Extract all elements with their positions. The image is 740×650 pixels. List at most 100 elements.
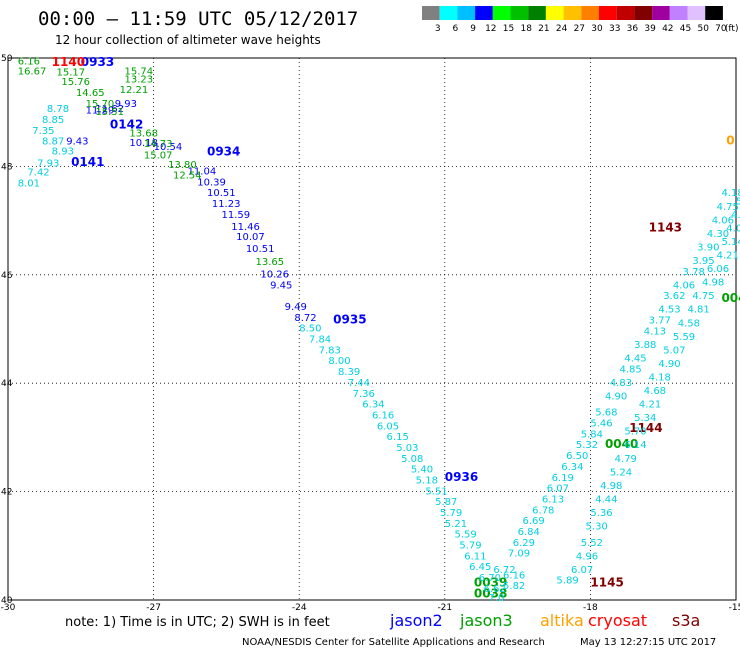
colorbar-swatch — [581, 6, 599, 20]
wave-height-label: 4.83 — [610, 378, 632, 389]
time-label: 0934 — [207, 145, 240, 159]
y-tick-label: 44 — [1, 379, 13, 389]
wave-height-label: 6.45 — [469, 562, 491, 573]
wave-height-label: 6.34 — [561, 462, 583, 473]
wave-height-label: 7.93 — [37, 158, 59, 169]
wave-height-label: 5.59 — [455, 530, 477, 541]
wave-height-label: 15.07 — [144, 150, 173, 161]
wave-height-label: 4.75 — [692, 291, 714, 302]
x-tick-label: -15 — [729, 603, 740, 613]
wave-height-label: 8.93 — [52, 146, 74, 157]
wave-height-label: 14.73 — [144, 139, 173, 150]
wave-height-label: 3.62 — [663, 291, 685, 302]
wave-height-label: 4.21 — [639, 400, 661, 411]
wave-height-label: 4.68 — [644, 386, 666, 397]
colorbar-swatch — [687, 6, 706, 20]
colorbar-label: 45 — [680, 24, 691, 34]
wave-height-label: 13.68 — [129, 129, 158, 140]
wave-height-label: 11.62 — [95, 104, 124, 115]
wave-height-label: 5.51 — [425, 486, 447, 497]
wave-height-label: 4.18 — [721, 188, 740, 199]
wave-height-label: 10.51 — [207, 188, 236, 199]
wave-height-label: 8.00 — [328, 356, 350, 367]
wave-height-label: 6.78 — [532, 505, 554, 516]
wave-height-label: 5.79 — [440, 508, 462, 519]
wave-height-label: 6.34 — [362, 400, 384, 411]
wave-height-label: 4.09 — [726, 223, 740, 234]
satellite-legend-altika: altika — [540, 611, 584, 630]
x-tick-label: -24 — [292, 603, 307, 613]
wave-height-label: 5.82 — [503, 581, 525, 592]
wave-height-label: 6.69 — [522, 516, 544, 527]
wave-height-label: 9.49 — [285, 302, 307, 313]
wave-height-label: 5.59 — [673, 332, 695, 343]
wave-height-label: 7.84 — [309, 335, 331, 346]
colorbar-unit: (ft) — [725, 24, 739, 34]
wave-height-label: 5.03 — [396, 443, 418, 454]
wave-height-label: 3.88 — [634, 340, 656, 351]
wave-height-label: 3.95 — [692, 256, 714, 267]
satellite-legend-s3a: s3a — [672, 611, 700, 630]
wave-height-label: 6.29 — [513, 538, 535, 549]
wave-height-label: 6.11 — [464, 551, 486, 562]
colorbar-label: 12 — [485, 24, 496, 34]
plot-border — [7, 57, 737, 601]
wave-height-label: 6.70 — [479, 573, 501, 584]
wave-height-label: 4.06 — [673, 280, 695, 291]
wave-height-label: 10.18 — [129, 138, 158, 149]
y-tick-label: 46 — [1, 271, 13, 281]
wave-height-label: 5.36 — [590, 508, 612, 519]
colorbar-label: 50 — [697, 24, 709, 34]
wave-height-label: 10.26 — [260, 270, 289, 281]
colorbar-label: 33 — [609, 24, 620, 34]
wave-height-label: 6.72 — [493, 565, 515, 576]
wave-height-label: 4.53 — [658, 305, 680, 316]
wave-height-label: 4.90 — [605, 391, 627, 402]
time-label: 0039 — [474, 575, 507, 589]
wave-height-label: 8.39 — [338, 367, 360, 378]
colorbar-label: 6 — [453, 24, 459, 34]
colorbar-swatch — [669, 6, 688, 20]
wave-height-label: 5.14 — [721, 237, 740, 248]
time-label: 0142 — [110, 117, 143, 131]
wave-height-label: 15.51 — [95, 107, 124, 118]
wave-height-label: 7.35 — [32, 126, 54, 137]
wave-height-label: 8.01 — [18, 178, 40, 189]
colorbar-swatch — [599, 6, 617, 20]
wave-height-label: 6.06 — [707, 264, 729, 275]
wave-height-label: 4.98 — [600, 481, 622, 492]
satellite-legend-jason2: jason2 — [389, 611, 443, 630]
wave-height-label: 7.44 — [348, 378, 370, 389]
footer-note: note: 1) Time is in UTC; 2) SWH is in fe… — [65, 615, 330, 630]
wave-height-label: 7.0 — [488, 593, 504, 604]
wave-height-label: 8.78 — [47, 104, 69, 115]
satellite-legend-jason3: jason3 — [459, 611, 513, 630]
colorbar-label: 15 — [503, 24, 514, 34]
colorbar-label: 3 — [435, 24, 441, 34]
wave-height-label: 4.45 — [624, 354, 646, 365]
wave-height-label: 9.93 — [115, 99, 137, 110]
time-label: 1143 — [649, 220, 682, 234]
wave-height-label: 5.40 — [411, 465, 433, 476]
wave-height-label: 12.21 — [120, 85, 149, 96]
y-tick-label: 50 — [1, 54, 13, 64]
colorbar-label: 42 — [662, 24, 673, 34]
wave-height-label: 5.89 — [556, 576, 578, 587]
wave-height-label: 10.39 — [197, 177, 226, 188]
wave-height-label: 5.07 — [663, 345, 685, 356]
y-tick-label: 40 — [1, 596, 13, 606]
x-tick-label: -27 — [146, 603, 161, 613]
wave-height-label: 7.83 — [319, 345, 341, 356]
wave-height-label: 4.21 — [717, 251, 739, 262]
satellite-legend: jason2 jason3 altika cryosat s3a — [389, 611, 700, 630]
wave-height-label: 4.75 — [717, 202, 739, 213]
wave-height-label: 5.68 — [595, 408, 617, 419]
colorbar-label: 9 — [470, 24, 476, 34]
time-label: 0141 — [71, 155, 104, 169]
wave-height-label: 13.23 — [124, 74, 153, 85]
time-label: 0041 — [721, 291, 740, 305]
wave-height-label: 6.14 — [624, 440, 646, 451]
footer-credit: NOAA/NESDIS Center for Satellite Applica… — [242, 637, 545, 648]
colorbar-label: 21 — [538, 24, 549, 34]
